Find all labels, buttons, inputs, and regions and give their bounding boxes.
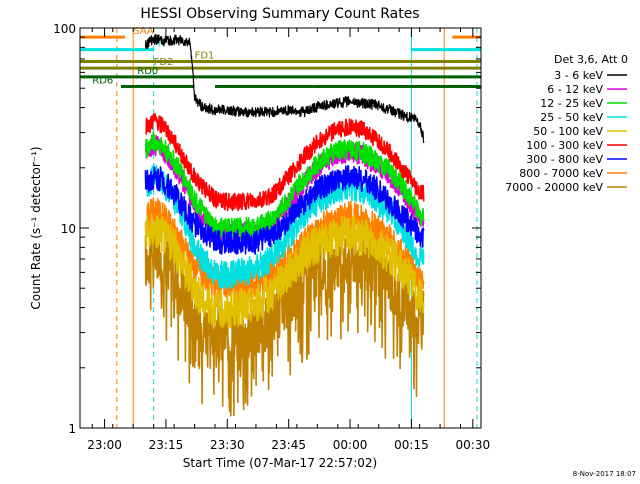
y-tick-label: 1 bbox=[68, 422, 76, 436]
flag-label-fd1: FD1 bbox=[195, 50, 215, 61]
flag-label-rd6: RD6 bbox=[92, 75, 113, 86]
legend-label-6-12-kev: 6 - 12 keV bbox=[547, 83, 603, 96]
x-tick-label: 23:00 bbox=[87, 438, 122, 452]
legend-label-7000-20000-kev: 7000 - 20000 keV bbox=[505, 181, 603, 194]
series-line-25-50-kev bbox=[144, 163, 425, 290]
series-line-50-100-kev bbox=[144, 213, 425, 329]
x-tick-label: 00:00 bbox=[333, 438, 368, 452]
chart-title: HESSI Observing Summary Count Rates bbox=[140, 6, 419, 22]
flag-label-fd2: FD2 bbox=[154, 57, 174, 68]
y-axis-label: Count Rate (s⁻¹ detector⁻¹) bbox=[29, 146, 43, 309]
legend-label-12-25-kev: 12 - 25 keV bbox=[540, 97, 603, 110]
legend-label-800-7000-kev: 800 - 7000 keV bbox=[519, 167, 603, 180]
y-tick-label: 10 bbox=[61, 222, 76, 236]
x-axis-ticks: 23:00 23:15 23:30 23:45 00:00 00:15 00:30 bbox=[87, 28, 490, 452]
x-tick-label: 00:30 bbox=[456, 438, 491, 452]
series-lines bbox=[144, 33, 425, 417]
series-line-12-25-kev bbox=[144, 131, 425, 240]
timestamp: 8-Nov-2017 18:07 bbox=[573, 470, 636, 478]
flag-label-rd0: RD0 bbox=[137, 66, 158, 77]
x-axis-label: Start Time (07-Mar-17 22:57:02) bbox=[183, 456, 377, 470]
x-tick-label: 23:45 bbox=[271, 438, 306, 452]
legend-label-50-100-kev: 50 - 100 keV bbox=[533, 125, 603, 138]
series-line-3-6-kev bbox=[144, 33, 425, 144]
y-axis-ticks: 1 10 100 bbox=[53, 22, 481, 436]
series-line-100-300-kev bbox=[145, 112, 425, 212]
flag-label-saa: SAA bbox=[133, 26, 154, 37]
x-tick-label: 23:15 bbox=[149, 438, 184, 452]
legend-label-3-6-kev: 3 - 6 keV bbox=[554, 69, 603, 82]
legend-title: Det 3,6, Att 0 bbox=[554, 53, 628, 66]
legend-label-100-300-kev: 100 - 300 keV bbox=[526, 139, 603, 152]
x-tick-label: 23:30 bbox=[210, 438, 245, 452]
series-line-300-800-kev bbox=[144, 165, 425, 255]
legend-label-25-50-kev: 25 - 50 keV bbox=[540, 111, 603, 124]
legend-label-300-800-kev: 300 - 800 keV bbox=[526, 153, 603, 166]
y-tick-label: 100 bbox=[53, 22, 76, 36]
x-tick-label: 00:15 bbox=[394, 438, 429, 452]
